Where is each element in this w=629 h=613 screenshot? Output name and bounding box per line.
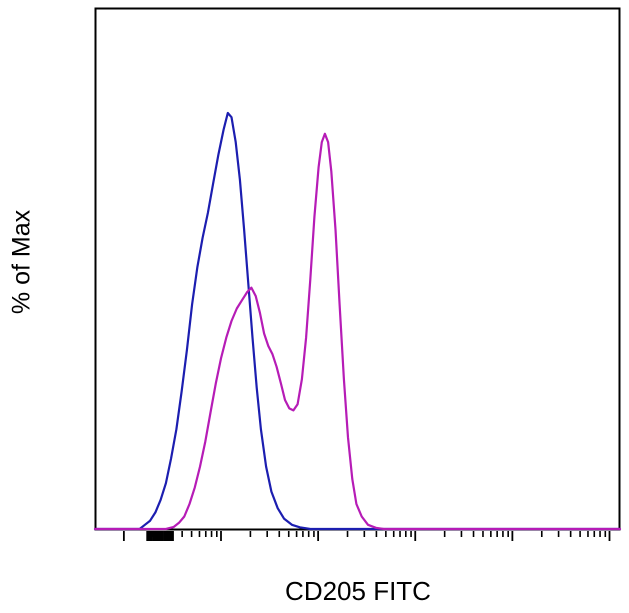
axis-frame xyxy=(94,7,621,531)
magenta-curve xyxy=(93,132,622,531)
x-axis-label: CD205 FITC xyxy=(285,576,431,606)
y-axis-label: % of Max xyxy=(7,209,36,315)
blue-curve xyxy=(93,111,622,531)
